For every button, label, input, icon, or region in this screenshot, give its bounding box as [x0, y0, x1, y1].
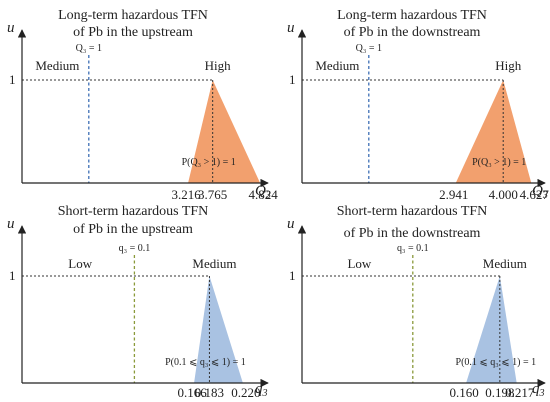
right-region-label: Medium — [192, 256, 236, 271]
x-tick-label-1: 0.166 — [177, 385, 207, 400]
x-tick-label-3: 4.824 — [248, 187, 278, 202]
y-axis-label: u — [7, 20, 15, 36]
chart-title-line-2: of Pb in the upstream — [73, 25, 193, 40]
left-region-label: Medium — [35, 58, 79, 73]
chart-title-line-1: Short-term hazardous TFN — [58, 204, 209, 219]
tfn-triangle — [188, 80, 261, 183]
y-axis-label: u — [7, 216, 15, 232]
chart-panel-1: Long-term hazardous TFN of Pb in the upst… — [7, 8, 278, 202]
y-axis-label: u — [287, 20, 295, 36]
x-axis-label-subscript: 3 — [262, 388, 268, 399]
probability-label: P(Q₃ > 1) = 1 — [472, 157, 526, 168]
x-tick-label-2: 0.198 — [485, 385, 514, 400]
x-tick-label-1: 0.160 — [449, 385, 478, 400]
x-tick-label-1: 2.941 — [439, 187, 468, 202]
y-tick-label: 1 — [289, 268, 296, 283]
x-axis-label-subscript: 3 — [265, 190, 271, 201]
probability-label: P(0.1 ⩽ q₃ ⩽ 1) = 1 — [456, 357, 537, 368]
x-tick-label-1: 3.216 — [171, 187, 201, 202]
left-region-label: Low — [68, 256, 92, 271]
threshold-label: Q₃ = 1 — [356, 43, 382, 54]
y-axis-label: u — [287, 216, 295, 232]
x-tick-label-2: 3.765 — [198, 187, 227, 202]
chart-title-line-2: of Pb in the downstream — [344, 226, 481, 241]
chart-title-line-1: Short-term hazardous TFN — [337, 204, 488, 219]
x-tick-label-3: 4.627 — [520, 187, 550, 202]
chart-title-line-2: of Pb in the downstream — [344, 25, 481, 40]
x-tick-label-3: 0.217 — [505, 385, 535, 400]
tfn-triangle — [466, 276, 517, 383]
tfn-triangle — [455, 80, 532, 183]
tfn-triangle — [194, 276, 243, 383]
chart-panel-4: Short-term hazardous TFN of Pb in the dow… — [287, 204, 546, 400]
right-region-label: High — [205, 58, 232, 73]
chart-title-line-1: Long-term hazardous TFN — [58, 8, 208, 23]
probability-label: P(0.1 ⩽ q₃ ⩽ 1) = 1 — [165, 357, 246, 368]
chart-title-line-1: Long-term hazardous TFN — [337, 8, 487, 23]
threshold-label: q₃ = 0.1 — [397, 243, 429, 254]
probability-label: P(Q₃ > 1) = 1 — [182, 157, 236, 168]
y-tick-label: 1 — [9, 72, 16, 87]
y-tick-label: 1 — [289, 72, 296, 87]
y-tick-label: 1 — [9, 268, 16, 283]
chart-panel-3: Short-term hazardous TFN of Pb in the ups… — [7, 204, 269, 400]
chart-title-line-2: of Pb in the upstream — [73, 222, 193, 237]
threshold-label: Q₃ = 1 — [76, 43, 102, 54]
left-region-label: Low — [347, 256, 371, 271]
x-tick-label-2: 0.183 — [195, 385, 224, 400]
x-tick-label-3: 0.220 — [231, 385, 260, 400]
right-region-label: Medium — [483, 256, 527, 271]
left-region-label: Medium — [315, 58, 359, 73]
x-axis-label-subscript: 3 — [542, 190, 548, 201]
chart-panel-2: Long-term hazardous TFN of Pb in the down… — [287, 8, 549, 202]
x-tick-label-2: 4.000 — [489, 187, 518, 202]
x-axis-label-subscript: 3 — [539, 388, 545, 399]
threshold-label: q₃ = 0.1 — [119, 243, 151, 254]
right-region-label: High — [495, 58, 522, 73]
